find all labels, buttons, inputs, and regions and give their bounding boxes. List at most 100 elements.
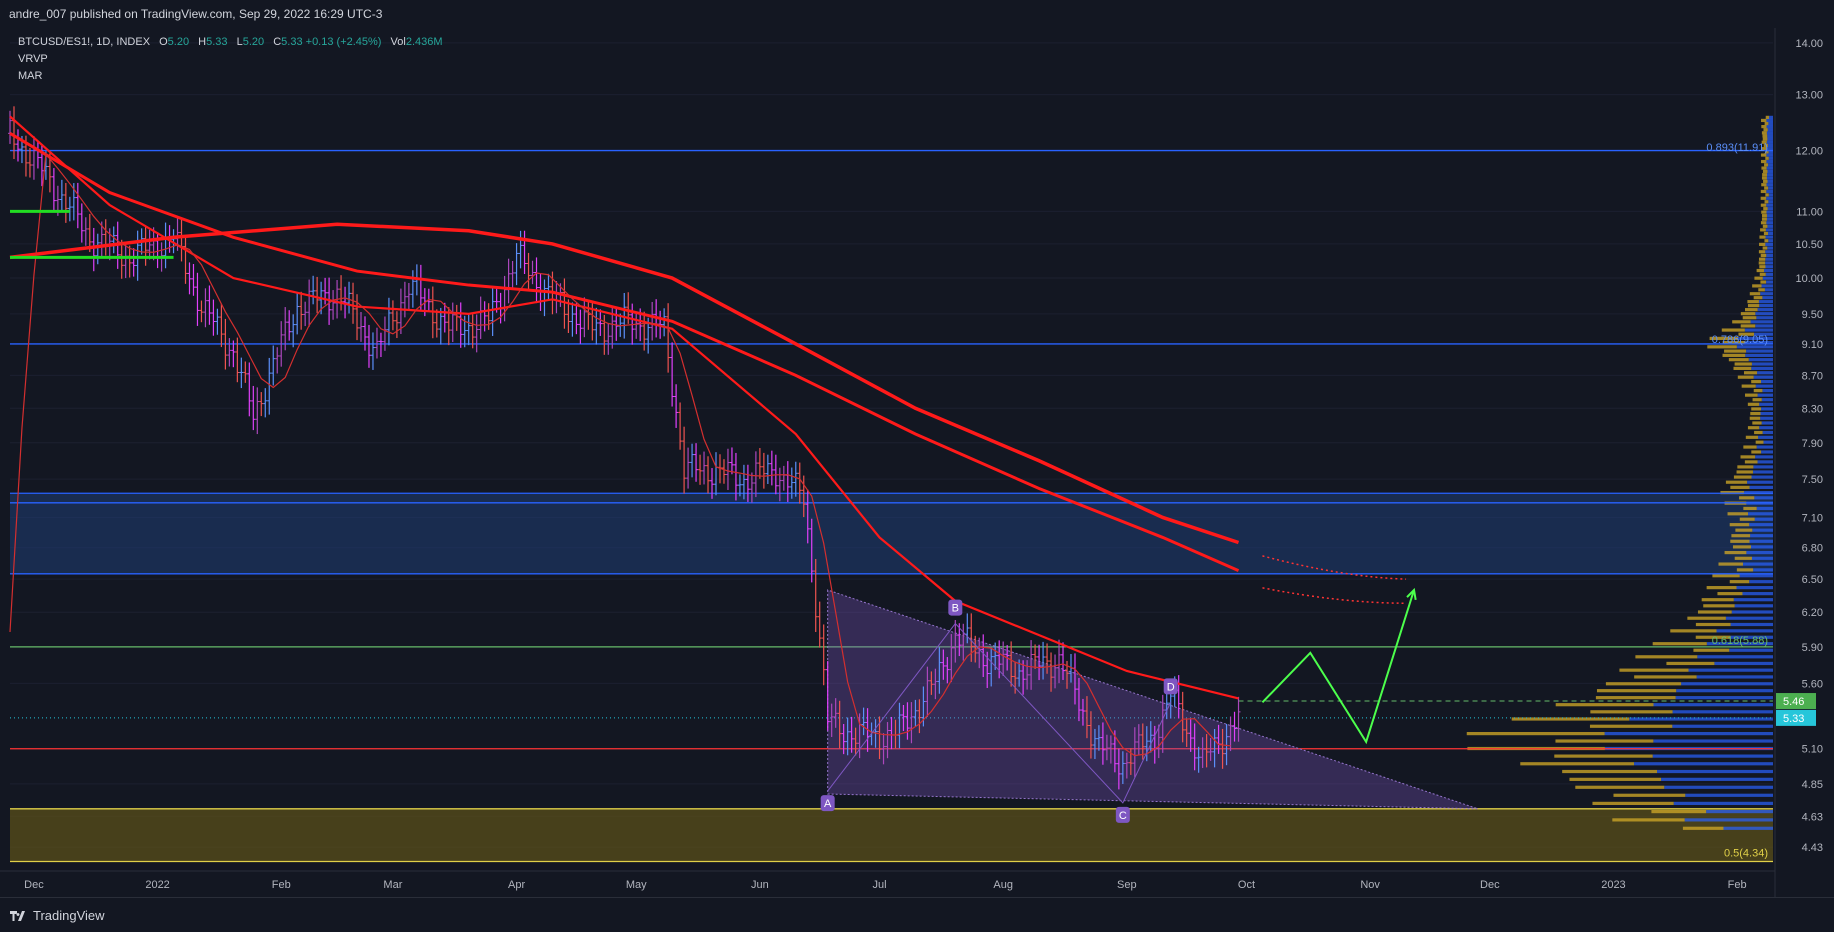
volume-bar-down [1731, 534, 1751, 538]
price-tick-label: 10.00 [1795, 273, 1823, 285]
volume-bar-up [1764, 288, 1773, 292]
volume-bar-up [1767, 169, 1773, 173]
volume-bar-down [1724, 550, 1747, 555]
volume-bar-up [1761, 398, 1773, 402]
volume-bar-up [1753, 332, 1773, 336]
volume-bar-down [1520, 762, 1635, 766]
volume-bar-down [1687, 616, 1726, 620]
volume-bar-down [1736, 568, 1754, 572]
price-chart[interactable]: A B C D 14.00 13.00 12.00 11.00 10.50 10.00 9.50 9… [0, 28, 1834, 897]
horizontal-levels [10, 149, 1773, 863]
time-tick-label: Jul [873, 879, 887, 891]
volume-bar-up [1751, 362, 1773, 366]
volume-bar-up [1676, 689, 1773, 693]
ma-long-projection [1262, 555, 1407, 580]
volume-bar-down [1729, 523, 1750, 527]
volume-bar-up [1750, 534, 1773, 538]
volume-bar-down [1764, 121, 1769, 126]
volume-bar-up [1765, 228, 1773, 232]
volume-bar-up [1756, 506, 1773, 511]
volume-bar-up [1685, 793, 1773, 797]
volume-profile [1466, 115, 1773, 830]
volume-bar-up [1766, 131, 1773, 135]
volume-bar-up [1759, 402, 1773, 406]
volume-bar-up [1664, 785, 1773, 789]
volume-bar-down [1734, 556, 1752, 560]
volume-bar-up [1765, 257, 1773, 261]
volume-bar-up [1755, 455, 1773, 459]
volume-bar-up [1767, 173, 1773, 177]
volume-bar-up [1756, 316, 1773, 320]
ma-short-line [9, 115, 1239, 700]
legend-close-label: C [273, 36, 282, 48]
volume-bar-up [1751, 556, 1773, 560]
volume-bar-down [1722, 341, 1746, 345]
volume-bar-down [1592, 801, 1674, 805]
fib-label: 0.786(9.05) [1712, 334, 1768, 346]
volume-bar-up [1765, 272, 1773, 276]
volume-bar-down [1750, 411, 1761, 416]
legend-low-label: L [236, 36, 243, 48]
volume-bar-down [1761, 118, 1767, 123]
volume-bar-up [1657, 769, 1773, 774]
volume-bar-down [1760, 280, 1767, 284]
volume-bar-down [1703, 604, 1735, 608]
legend-open-label: O [159, 36, 168, 48]
price-tag-label: 5.46 [1783, 696, 1804, 708]
volume-bar-up [1675, 696, 1773, 700]
legend-symbol[interactable]: BTCUSD/ES1!, 1D, INDEX [18, 36, 151, 48]
volume-bar-up [1760, 292, 1773, 296]
volume-bar-up [1766, 118, 1773, 123]
volume-bar-up [1749, 523, 1773, 527]
legend-high: 5.33 [206, 36, 228, 48]
price-axis-bg [1775, 28, 1834, 897]
chart-legend: BTCUSD/ES1!, 1D, INDEX O5.20 H5.33 L5.20… [18, 34, 443, 85]
legend-volume: 2.436M [405, 36, 443, 48]
volume-bar-up [1759, 426, 1773, 430]
legend-close: 5.33 [281, 36, 303, 48]
volume-bar-up [1766, 214, 1773, 218]
legend-indicator-mar[interactable]: MAR [18, 70, 43, 82]
volume-bar-down [1762, 246, 1768, 250]
volume-bar-down [1759, 242, 1766, 246]
volume-bar-up [1714, 661, 1773, 666]
tradingview-brand[interactable]: TradingView [10, 908, 105, 923]
volume-bar-down [1765, 193, 1769, 197]
volume-bar-up [1757, 393, 1773, 397]
volume-bar-down [1761, 183, 1767, 187]
volume-bar-down [1737, 465, 1754, 469]
volume-bar-up [1766, 253, 1773, 258]
volume-bar-down [1747, 304, 1760, 308]
volume-bar-down [1695, 622, 1731, 627]
price-tick-label: 4.63 [1802, 811, 1823, 823]
volume-bar-up [1629, 717, 1773, 721]
volume-bar-down [1735, 528, 1753, 532]
volume-bar-down [1732, 320, 1751, 324]
volume-bar-down [1734, 362, 1752, 366]
volume-bar-up [1634, 762, 1773, 766]
volume-bar-up [1761, 380, 1773, 384]
price-tick-label: 11.00 [1796, 206, 1823, 218]
volume-bar-up [1755, 384, 1773, 388]
volume-bar-up [1736, 345, 1773, 349]
volume-bar-down [1733, 366, 1752, 370]
volume-bar-up [1739, 574, 1773, 578]
volume-bar-up [1661, 777, 1773, 781]
price-tick-label: 7.10 [1802, 512, 1823, 524]
time-axis[interactable]: Dec 2022 Feb Mar Apr May Jun Jul Aug Sep Oct Nov Dec… [0, 870, 1775, 891]
pattern-point-d: D [1167, 681, 1175, 693]
triangle-pattern [827, 589, 1478, 810]
volume-bar-down [1761, 176, 1767, 180]
tradingview-logo-icon [10, 910, 25, 921]
brand-name: TradingView [33, 908, 105, 923]
volume-bar-down [1760, 196, 1767, 200]
volume-bar-down [1741, 384, 1756, 388]
price-axis[interactable]: 14.00 13.00 12.00 11.00 10.50 10.00 9.50 9.10 8.… [1774, 28, 1834, 897]
volume-bar-up [1767, 207, 1773, 211]
abcd-lines [827, 622, 1172, 804]
volume-bar-up [1738, 336, 1773, 340]
volume-bar-down [1761, 217, 1767, 221]
legend-indicator-vrvp[interactable]: VRVP [18, 53, 48, 65]
volume-bar-up [1766, 189, 1773, 194]
volume-bar-down [1761, 125, 1767, 129]
